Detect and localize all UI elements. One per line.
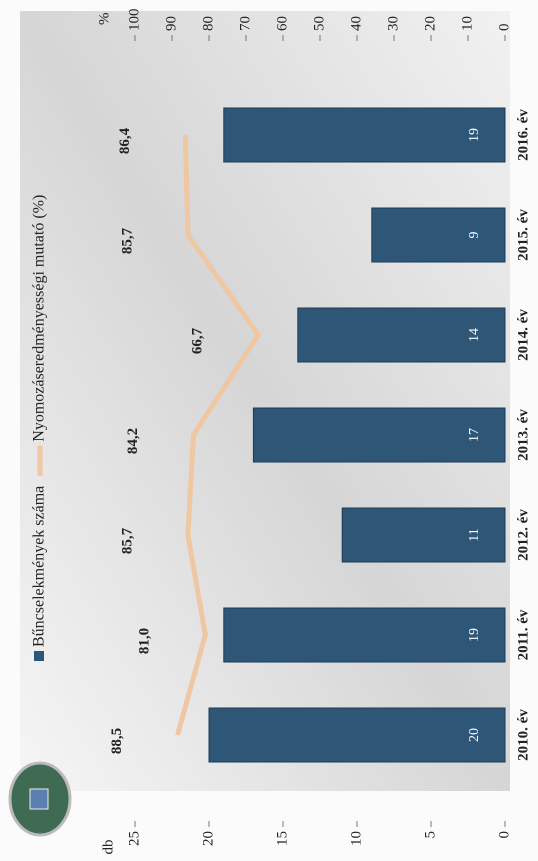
photo-background bbox=[20, 11, 510, 791]
legend-label: Bűncselekmények száma bbox=[31, 486, 48, 647]
x-tick-label: 2014. év bbox=[515, 309, 531, 361]
y-tick-label: 5 bbox=[422, 831, 438, 839]
y-tick-label: 20 bbox=[200, 831, 216, 846]
bar bbox=[297, 307, 506, 363]
bar-label: 19 bbox=[467, 628, 482, 642]
y2-tick-label: 20 bbox=[422, 16, 438, 31]
x-tick-label: 2010. év bbox=[515, 709, 531, 761]
y2-tick-label: 90 bbox=[163, 16, 179, 31]
y-tick-label: 25 bbox=[126, 831, 142, 846]
y-tick-label: 15 bbox=[274, 831, 290, 846]
bar bbox=[223, 607, 506, 663]
line bbox=[175, 134, 261, 736]
bar-label: 11 bbox=[467, 528, 482, 541]
bar-label: 20 bbox=[467, 728, 482, 742]
x-tick-label: 2012. év bbox=[515, 509, 531, 561]
y2-tick-label: 30 bbox=[385, 16, 401, 31]
bar bbox=[252, 407, 506, 463]
bar bbox=[371, 207, 506, 263]
police-logo bbox=[8, 761, 72, 837]
legend-label: Nyomozáseredményességi mutató (%) bbox=[31, 195, 48, 442]
bar bbox=[341, 507, 506, 563]
line-label: 85,7 bbox=[119, 227, 135, 254]
x-tick-label: 2016. év bbox=[515, 109, 531, 161]
y2-tick-label: 80 bbox=[200, 16, 216, 31]
bar bbox=[223, 107, 506, 163]
y-axis-label: db bbox=[100, 840, 116, 855]
bar-label: 9 bbox=[467, 232, 482, 239]
y2-tick-label: 10 bbox=[459, 16, 475, 31]
x-tick-label: 2011. év bbox=[515, 609, 531, 660]
line-label: 81,0 bbox=[137, 628, 153, 654]
bar-label: 17 bbox=[467, 428, 482, 442]
line-label: 85,7 bbox=[119, 527, 135, 554]
y2-tick-label: 40 bbox=[348, 16, 364, 31]
y2-axis-label: % bbox=[96, 13, 112, 26]
y2-tick-label: 50 bbox=[311, 16, 327, 31]
y-tick-label: 10 bbox=[348, 831, 364, 846]
y2-tick-label: 0 bbox=[496, 24, 512, 32]
legend-swatch bbox=[34, 651, 44, 661]
line-label: 86,4 bbox=[117, 127, 133, 154]
bar-label: 14 bbox=[467, 328, 482, 342]
y2-tick-label: 100 bbox=[126, 9, 142, 32]
x-tick-label: 2013. év bbox=[515, 409, 531, 461]
x-tick-label: 2015. év bbox=[515, 209, 531, 261]
line-label: 66,7 bbox=[190, 327, 206, 354]
y2-tick-label: 70 bbox=[237, 16, 253, 31]
y2-tick-label: 60 bbox=[274, 16, 290, 31]
line-label: 88,5 bbox=[109, 728, 125, 754]
bar-label: 19 bbox=[467, 128, 482, 142]
bar bbox=[208, 707, 506, 763]
line-label: 84,2 bbox=[125, 428, 141, 454]
y-tick-label: 0 bbox=[496, 831, 512, 839]
